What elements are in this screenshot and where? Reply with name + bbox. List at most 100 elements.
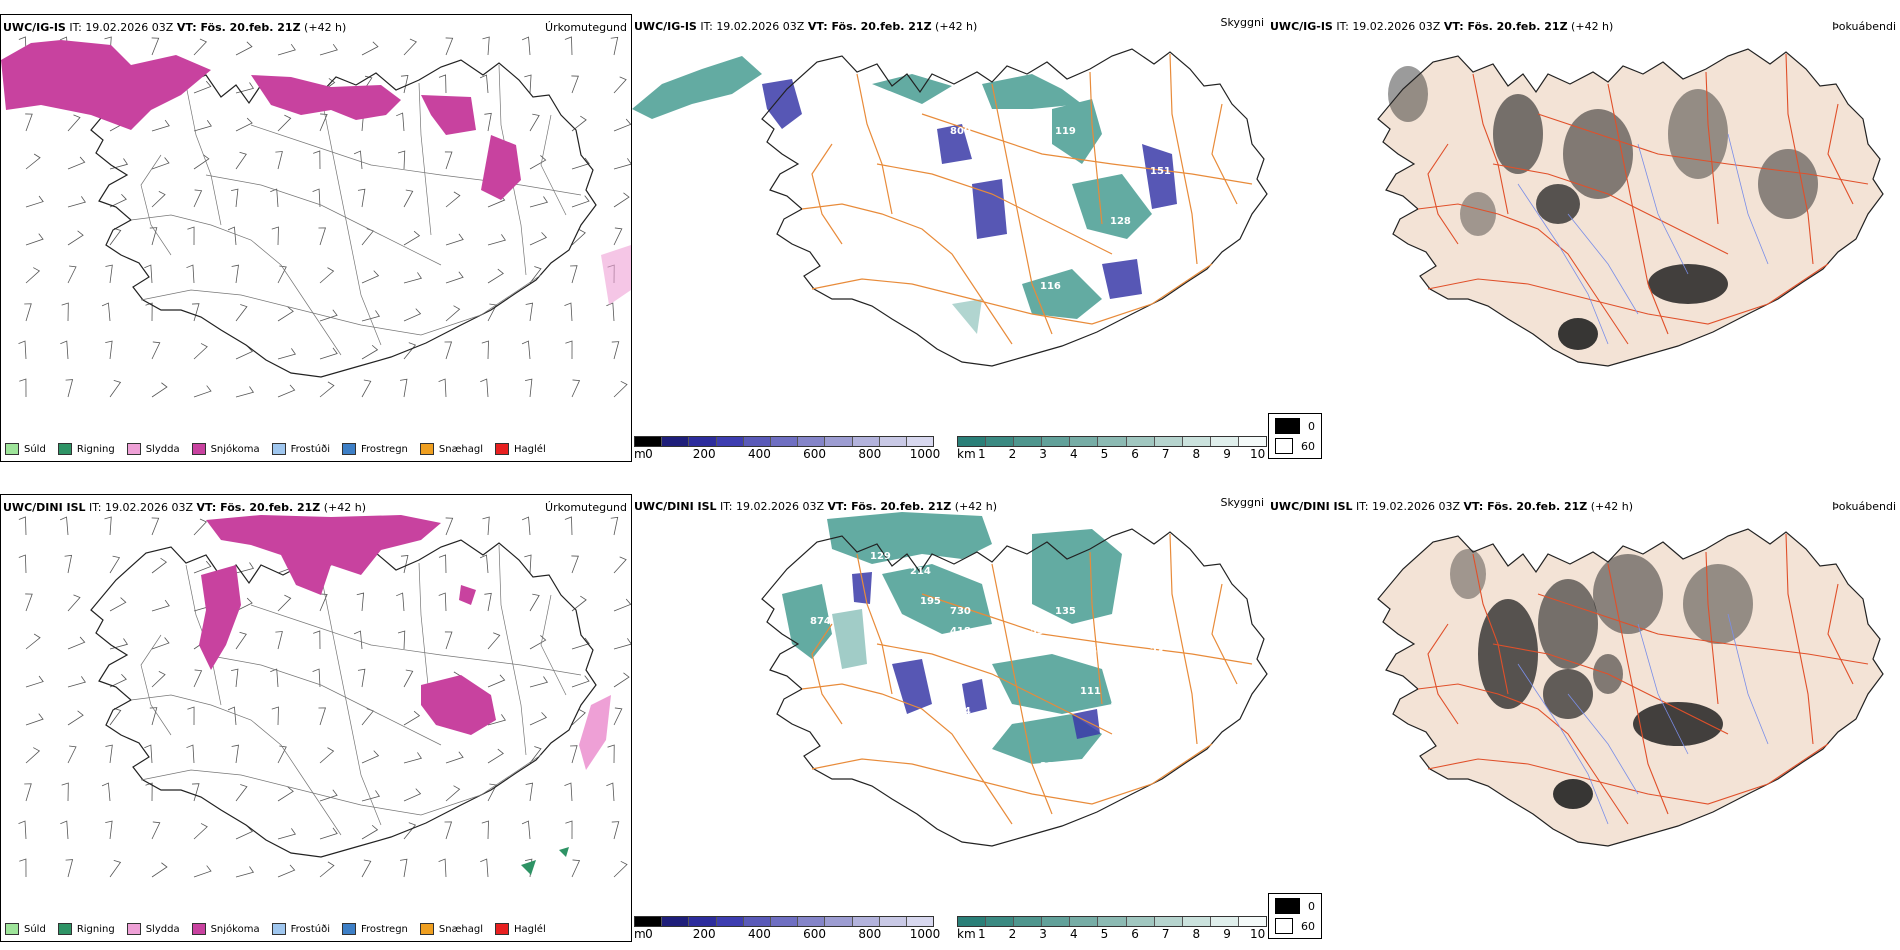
legend-label: Súld [24, 923, 46, 935]
wind-barb [396, 112, 405, 132]
road [802, 204, 1012, 344]
river [1728, 134, 1768, 264]
init-time: IT: 19.02.2026 03Z [696, 20, 808, 33]
road [812, 264, 1212, 324]
wind-barb [319, 267, 335, 284]
wind-barb [438, 592, 447, 612]
colorbar-swatch [879, 437, 907, 446]
wind-barb [484, 112, 492, 132]
colorbar-swatch [716, 917, 744, 926]
road [1706, 552, 1718, 704]
river [1568, 214, 1638, 314]
wind-barb [438, 378, 447, 398]
wind-barb [18, 340, 27, 360]
wind-barb [445, 305, 461, 322]
legend-label: Súld [24, 443, 46, 455]
wind-barb [25, 633, 41, 650]
legend-item: Frostúði [271, 443, 330, 455]
cloud-base-value: 228 [1040, 761, 1061, 772]
wind-barb [613, 638, 631, 650]
wind-barb [611, 341, 620, 360]
wind-barb [277, 114, 292, 132]
low-visibility-area [782, 512, 1122, 764]
wind-barb [277, 745, 287, 764]
colorbar-swatch [798, 917, 826, 926]
road [1493, 644, 1728, 734]
wind-barb [357, 668, 366, 688]
wind-barb [606, 782, 615, 802]
cloud-base-value: 119 [1055, 126, 1076, 137]
wind-barb [101, 302, 111, 322]
colorbar-tick: 7 [1161, 447, 1170, 461]
wind-barb [571, 157, 590, 170]
wind-barb [361, 859, 372, 878]
wind-barb [193, 38, 208, 56]
wind-barb [570, 265, 578, 284]
wind-barb [571, 637, 590, 650]
colorbar-tick: 2 [1008, 447, 1017, 461]
colorbar-tick: 10 [1250, 447, 1266, 461]
colorbar-swatch [1098, 917, 1127, 926]
wind-barb [481, 340, 489, 360]
wind-barb [319, 381, 335, 398]
colorbar-swatch [1154, 437, 1183, 446]
colorbar-tick: 3 [1039, 447, 1047, 461]
road [1090, 552, 1102, 704]
wind-barb [403, 752, 423, 764]
wind-barb [445, 191, 461, 208]
colorbar-swatch [662, 917, 690, 926]
legend-swatch [419, 923, 434, 935]
precip-type-legend: Súld Rigning Slydda Snjókoma Frostúði Frostre… [5, 443, 546, 455]
colorbar-swatch [986, 917, 1015, 926]
wind-barb [275, 631, 283, 650]
wind-barb [105, 744, 113, 764]
wind-barb [361, 750, 380, 764]
wind-barb [151, 862, 168, 878]
wind-barb [231, 744, 239, 764]
cloud-base-values: 816 823 874 730 135 23 221 165 228 100 129 214 195 41… [738, 551, 1181, 787]
cloud-base-value: 128 [1110, 216, 1131, 227]
wind-barb [67, 196, 86, 208]
colorbar-ticks: m 0 200 400 600 800 1000 [634, 927, 940, 941]
wind-barb [438, 74, 447, 94]
road [1493, 164, 1728, 254]
colorbar-ticks: km 1 2 3 4 5 6 7 8 9 10 [957, 927, 1267, 941]
legend-label: Rigning [76, 443, 115, 455]
road [1786, 54, 1813, 264]
wind-barb [521, 820, 531, 840]
cloud-base-value: 165 [1110, 696, 1131, 707]
wind-barb [109, 379, 122, 398]
wind-barb [193, 823, 208, 840]
wind-barb [613, 672, 630, 688]
colorbar-swatch [1098, 437, 1127, 446]
road [141, 275, 541, 335]
wind-barb [403, 822, 417, 840]
valid-time: VT: Fös. 20.feb. 21Z [176, 21, 301, 34]
fog-legend-high: 0 [1308, 899, 1315, 913]
wind-barb [403, 342, 417, 360]
wind-barb [444, 151, 453, 170]
wind-barb [277, 265, 287, 284]
wind-barb [275, 151, 283, 170]
cloud-base-values: 133 383 12 800 119 151 195 128 116 138 [738, 106, 1181, 307]
road [812, 744, 1212, 804]
wind-barb [565, 340, 573, 360]
road [1428, 624, 1458, 724]
road [1428, 144, 1458, 244]
cloud-base-value: 129 [870, 551, 891, 562]
colorbar-tick: 3 [1039, 927, 1047, 941]
wind-barb [399, 858, 408, 878]
colorbar-swatch [825, 917, 853, 926]
wind-barb [361, 824, 379, 840]
wind-barb [445, 751, 464, 764]
colorbar-swatch [852, 917, 880, 926]
wind-barb [187, 706, 195, 726]
cloud-base-value: 730 [950, 606, 971, 617]
wind-barb [149, 227, 158, 246]
wind-barb [231, 188, 239, 208]
legend-item: Súld [5, 923, 46, 935]
legend-label: Rigning [76, 923, 115, 935]
lead-time: (+42 h) [931, 20, 978, 33]
wind-barb [403, 308, 422, 322]
fog-index-panel-row2: UWC/DINI ISL IT: 19.02.2026 03Z VT: Fös.… [1268, 494, 1900, 944]
